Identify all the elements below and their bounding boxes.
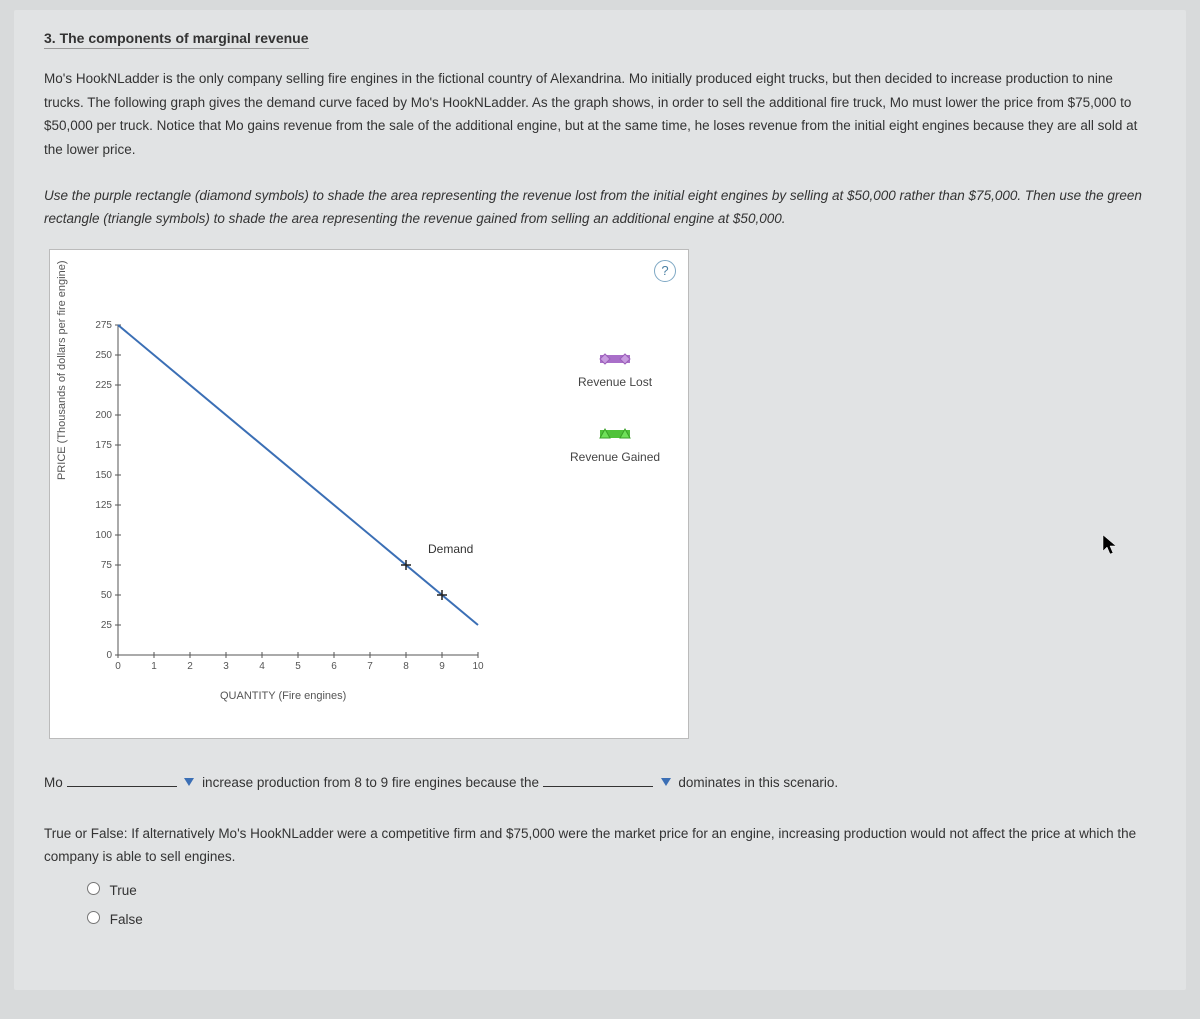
y-axis-label: PRICE (Thousands of dollars per fire eng… bbox=[56, 260, 68, 480]
fill-sentence: Mo increase production from 8 to 9 fire … bbox=[44, 769, 1156, 798]
svg-text:275: 275 bbox=[95, 320, 112, 331]
svg-text:1: 1 bbox=[151, 661, 157, 672]
legend-revenue-lost[interactable]: Revenue Lost bbox=[570, 350, 660, 389]
svg-text:2: 2 bbox=[187, 661, 193, 672]
chart-legend: Revenue Lost Revenue Gained bbox=[570, 350, 660, 500]
question-page: 3. The components of marginal revenue Mo… bbox=[14, 10, 1186, 990]
opt-true-text: True bbox=[110, 883, 137, 898]
svg-text:8: 8 bbox=[403, 661, 409, 672]
svg-text:25: 25 bbox=[101, 620, 113, 631]
svg-text:50: 50 bbox=[101, 590, 113, 601]
radio-true[interactable] bbox=[87, 882, 100, 895]
dropdown-2[interactable] bbox=[660, 769, 672, 796]
svg-text:6: 6 bbox=[331, 661, 337, 672]
demand-chart[interactable]: 0 25 50 75 100 125 150 175 200 225 250 2… bbox=[78, 305, 508, 685]
svg-text:10: 10 bbox=[472, 661, 484, 672]
dropdown-1[interactable] bbox=[183, 769, 195, 796]
svg-text:3: 3 bbox=[223, 661, 229, 672]
radio-false-label[interactable]: False bbox=[82, 912, 143, 927]
svg-text:4: 4 bbox=[259, 661, 265, 672]
svg-text:0: 0 bbox=[106, 650, 112, 661]
svg-text:150: 150 bbox=[95, 470, 112, 481]
instruction-paragraph: Use the purple rectangle (diamond symbol… bbox=[44, 184, 1156, 231]
legend-lost-label: Revenue Lost bbox=[570, 375, 660, 389]
cursor-icon bbox=[1102, 534, 1120, 556]
demand-line[interactable] bbox=[118, 325, 478, 625]
x-axis-label: QUANTITY (Fire engines) bbox=[220, 690, 346, 702]
svg-text:250: 250 bbox=[95, 350, 112, 361]
radio-false[interactable] bbox=[87, 911, 100, 924]
svg-text:175: 175 bbox=[95, 440, 112, 451]
diamond-icon bbox=[570, 350, 660, 371]
svg-text:0: 0 bbox=[115, 661, 121, 672]
radio-true-row: True bbox=[82, 879, 1156, 898]
chart-container: ? PRICE (Thousands of dollars per fire e… bbox=[49, 249, 689, 739]
legend-revenue-gained[interactable]: Revenue Gained bbox=[570, 425, 660, 464]
tf-prompt: True or False: If alternatively Mo's Hoo… bbox=[44, 822, 1156, 869]
legend-gained-label: Revenue Gained bbox=[570, 450, 660, 464]
radio-false-row: False bbox=[82, 908, 1156, 927]
svg-text:100: 100 bbox=[95, 530, 112, 541]
demand-label: Demand bbox=[428, 542, 473, 556]
svg-text:200: 200 bbox=[95, 410, 112, 421]
help-button[interactable]: ? bbox=[654, 260, 676, 282]
grid bbox=[118, 325, 478, 655]
fill-mid: increase production from 8 to 9 fire eng… bbox=[202, 775, 539, 790]
blank-2 bbox=[543, 773, 653, 787]
radio-true-label[interactable]: True bbox=[82, 883, 137, 898]
fill-prefix: Mo bbox=[44, 775, 63, 790]
svg-text:5: 5 bbox=[295, 661, 301, 672]
svg-text:75: 75 bbox=[101, 560, 113, 571]
svg-text:7: 7 bbox=[367, 661, 373, 672]
svg-text:9: 9 bbox=[439, 661, 445, 672]
triangle-icon bbox=[570, 425, 660, 446]
opt-false-text: False bbox=[110, 912, 143, 927]
fill-suffix: dominates in this scenario. bbox=[678, 775, 838, 790]
y-ticks: 0 25 50 75 100 125 150 175 200 225 250 2… bbox=[95, 320, 121, 661]
svg-text:125: 125 bbox=[95, 500, 112, 511]
intro-paragraph: Mo's HookNLadder is the only company sel… bbox=[44, 67, 1156, 162]
question-title: 3. The components of marginal revenue bbox=[44, 30, 309, 49]
svg-text:225: 225 bbox=[95, 380, 112, 391]
blank-1 bbox=[67, 773, 177, 787]
